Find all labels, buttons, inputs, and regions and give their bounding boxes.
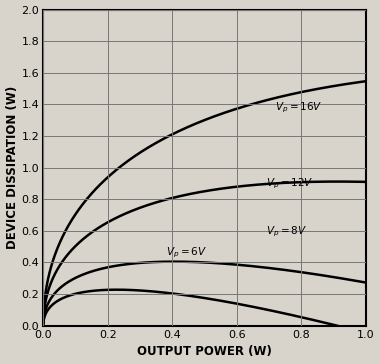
Y-axis label: DEVICE DISSIPATION (W): DEVICE DISSIPATION (W) (6, 86, 19, 249)
Text: $V_p = 12V$: $V_p = 12V$ (266, 177, 314, 191)
Text: $V_p = 8V$: $V_p = 8V$ (266, 225, 307, 239)
Text: $V_p = 6V$: $V_p = 6V$ (166, 246, 207, 260)
X-axis label: OUTPUT POWER (W): OUTPUT POWER (W) (137, 345, 272, 359)
Text: $V_p = 16V$: $V_p = 16V$ (276, 100, 323, 115)
